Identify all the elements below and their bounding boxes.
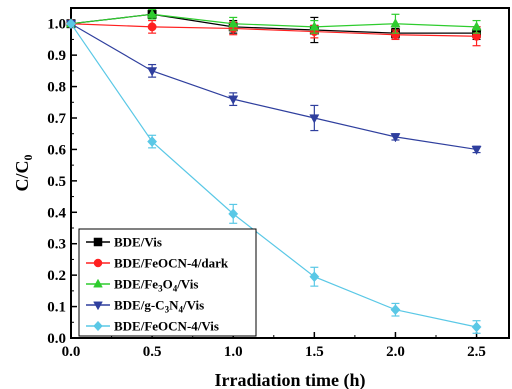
data-point (471, 321, 482, 333)
legend-entry: BDE/Vis (86, 235, 162, 250)
legend-label-part: 4 (178, 305, 183, 315)
plot-frame (70, 7, 510, 339)
data-point (390, 18, 401, 28)
data-point (147, 8, 158, 18)
y-tick-label: 0.5 (47, 174, 66, 190)
data-point (309, 271, 320, 283)
legend-label-part: O (163, 277, 173, 292)
legend-label-part: /Vis (182, 298, 204, 313)
series-line (70, 13, 477, 28)
series (66, 18, 482, 334)
data-point (228, 208, 239, 220)
x-tick-label: 0.0 (62, 344, 81, 360)
legend-box (78, 228, 257, 337)
legend-entry: BDE/Fe3O4/Vis (86, 277, 198, 294)
legend-entry: BDE/FeOCN-4/Vis (86, 319, 219, 334)
legend-marker (93, 258, 103, 268)
legend-marker (93, 301, 103, 311)
data-point (147, 22, 157, 32)
data-point (228, 95, 239, 105)
data-point (309, 114, 320, 124)
legend-label-part: 3 (165, 305, 170, 315)
data-point (390, 304, 401, 316)
legend-label-part: BDE/FeOCN-4/Vis (114, 319, 219, 334)
x-tick-label: 2.5 (467, 344, 486, 360)
x-tick-label: 1.0 (224, 344, 243, 360)
data-point (228, 18, 239, 28)
series-layer (65, 8, 482, 334)
y-axis-label: C/C0 (12, 155, 35, 192)
legend-marker (93, 320, 103, 332)
y-tick-label: 0.9 (47, 48, 66, 64)
legend-label-part: BDE/Fe (114, 277, 158, 292)
data-point (309, 21, 320, 31)
x-axis-label: Irradiation time (h) (215, 370, 366, 389)
y-axis-label-sub: 0 (21, 155, 35, 161)
legend-label-part: BDE/g-C (114, 298, 165, 313)
y-axis-label-main: C/C (12, 161, 32, 192)
data-point (66, 18, 76, 30)
series-line (70, 23, 477, 328)
y-tick-label: 0.3 (47, 237, 66, 253)
legend: BDE/VisBDE/FeOCN-4/darkBDE/Fe3O4/VisBDE/… (78, 228, 257, 337)
legend-marker (93, 237, 103, 247)
axes: 0.0 0.5 1.0 1.5 2.0 2.5 0.0 0.1 0.2 0.3 0.4 0.5 0.6 0… (47, 17, 486, 360)
data-point (147, 67, 158, 77)
legend-label-part: N (169, 298, 179, 313)
legend-label-part: 4 (173, 284, 178, 294)
y-tick-label: 0.0 (47, 331, 66, 347)
legend-label-part: BDE/Vis (114, 235, 162, 250)
legend-label: BDE/FeOCN-4/dark (114, 256, 229, 271)
legend-label-part: 3 (158, 284, 163, 294)
series (65, 20, 482, 155)
legend-label: BDE/g-C3N4/Vis (114, 298, 204, 315)
y-tick-label: 1.0 (47, 17, 66, 33)
data-point (390, 133, 401, 143)
x-tick-label: 1.5 (305, 344, 324, 360)
legend-entry: BDE/FeOCN-4/dark (86, 256, 229, 271)
y-tick-label: 0.1 (47, 300, 66, 316)
legend-marker (93, 278, 103, 288)
y-tick-label: 0.4 (47, 205, 66, 221)
legend-label: BDE/Vis (114, 235, 162, 250)
legend-label-part: /Vis (176, 277, 198, 292)
y-tick-label: 0.8 (47, 80, 66, 96)
y-tick-label: 0.2 (47, 268, 66, 284)
x-tick-label: 0.5 (143, 344, 162, 360)
data-point (147, 136, 158, 147)
x-tick-label: 2.0 (386, 344, 405, 360)
legend-entry: BDE/g-C3N4/Vis (86, 298, 204, 315)
series-line (70, 23, 477, 37)
legend-label: BDE/Fe3O4/Vis (114, 277, 198, 294)
series-line (70, 23, 477, 151)
data-point (471, 145, 482, 155)
legend-label: BDE/FeOCN-4/Vis (114, 319, 219, 334)
y-tick-label: 0.6 (47, 142, 66, 158)
legend-label-part: BDE/FeOCN-4/dark (114, 256, 229, 271)
data-point (471, 21, 482, 31)
y-tick-label: 0.7 (47, 111, 66, 127)
